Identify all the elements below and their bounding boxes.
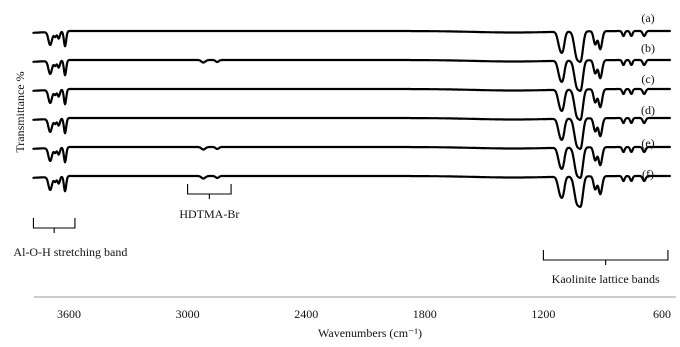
annotation-bracket-1 bbox=[32, 218, 76, 233]
series-label-5: (e) bbox=[641, 136, 654, 150]
y-axis-label: Transmittance % bbox=[13, 71, 27, 152]
band-annotations: Al-O-H stretching band HDTMA-Br Kaolinite … bbox=[13, 184, 669, 286]
annotation-bracket-2 bbox=[187, 184, 232, 199]
x-axis-ticks: 3600 3000 2400 1800 1200 600 bbox=[57, 307, 671, 321]
annotation-label-2: HDTMA-Br bbox=[179, 207, 239, 221]
spectrum-line-4 bbox=[32, 116, 671, 150]
series-label-2: (b) bbox=[641, 41, 655, 55]
annotation-bracket-3 bbox=[542, 250, 669, 265]
annotation-label-3: Kaolinite lattice bands bbox=[552, 272, 660, 286]
annotation-label-1: Al-O-H stretching band bbox=[13, 245, 127, 259]
series-label-1: (a) bbox=[641, 11, 654, 25]
series-label-4: (d) bbox=[641, 103, 655, 117]
spectrum-line-1 bbox=[32, 29, 671, 63]
x-tick-label: 1800 bbox=[413, 307, 437, 321]
x-tick-label: 3600 bbox=[57, 307, 81, 321]
spectrum-line-5 bbox=[32, 145, 671, 179]
x-tick-label: 600 bbox=[653, 307, 671, 321]
series-label-6: (f) bbox=[642, 167, 654, 181]
spectrum-traces bbox=[32, 29, 671, 208]
x-tick-label: 3000 bbox=[176, 307, 200, 321]
x-axis-label: Wavenumbers (cm⁻¹) bbox=[318, 326, 422, 340]
x-tick-label: 2400 bbox=[294, 307, 318, 321]
series-labels: (a) (b) (c) (d) (e) (f) bbox=[641, 11, 655, 181]
spectrum-line-2 bbox=[32, 58, 671, 92]
x-tick-label: 1200 bbox=[531, 307, 555, 321]
series-label-3: (c) bbox=[641, 72, 654, 86]
spectrum-line-6 bbox=[32, 174, 671, 208]
spectrum-line-3 bbox=[32, 87, 671, 121]
